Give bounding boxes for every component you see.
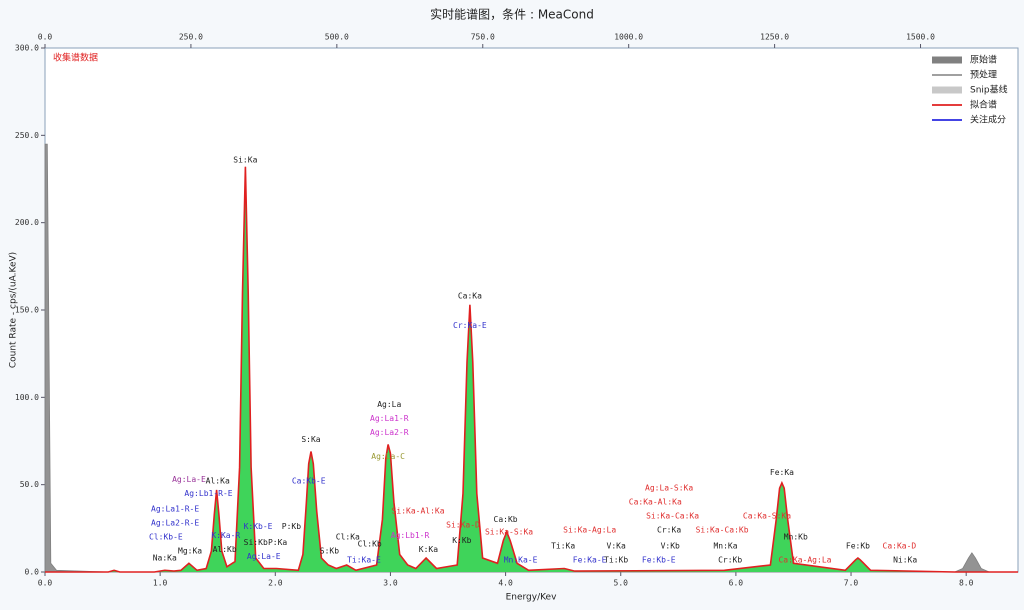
- peak-label: Ca:Ka-Ag:La: [778, 555, 831, 564]
- peak-label: K:Ka: [419, 545, 438, 554]
- peak-label: Al:Ka: [206, 477, 230, 486]
- peak-label: Si:Ka: [233, 155, 257, 164]
- y-tick-label: 200.0: [15, 218, 39, 227]
- peak-label: Ag:La: [377, 400, 401, 409]
- y-tick-label: 0.0: [25, 568, 40, 577]
- peak-label: Ag:La2-R: [370, 428, 409, 437]
- x2-tick-label: 1000.0: [614, 33, 643, 42]
- x-tick-label: 6.0: [729, 579, 744, 588]
- peak-label: Cl:Ka: [336, 533, 360, 542]
- legend-label: 关注成分: [970, 114, 1006, 126]
- peak-label: Si:Ka-Al:Ka: [392, 506, 445, 515]
- status-label: 收集谱数据: [53, 52, 98, 64]
- legend-swatch: [932, 86, 962, 94]
- legend-label: 拟合谱: [970, 99, 997, 111]
- peak-label: Ag:La1-R-E: [151, 505, 199, 514]
- peak-label: Ca:Kb-E: [292, 477, 326, 486]
- peak-label: Ag:La2-R-E: [151, 519, 199, 528]
- peak-label: Na:Ka: [153, 554, 177, 563]
- x2-tick-label: 750.0: [471, 33, 495, 42]
- legend-label: Snip基线: [970, 84, 1008, 96]
- peak-label: K:Kb-E: [244, 522, 273, 531]
- y-tick-label: 300.0: [15, 44, 39, 53]
- peak-label: Ti:Kb: [604, 555, 628, 564]
- peak-label: Ca:Kb: [494, 515, 518, 524]
- x2-tick-label: 500.0: [325, 33, 349, 42]
- peak-label: Ag:La-C: [371, 452, 405, 461]
- peak-label: Si:Ka-Ca:Ka: [646, 512, 699, 521]
- peak-label: Fe:Kb-E: [642, 555, 676, 564]
- x2-tick-label: 0.0: [38, 33, 53, 42]
- peak-label: S:Kb: [320, 547, 339, 556]
- peak-label: Si:Ka-D: [446, 520, 480, 529]
- x-tick-label: 7.0: [844, 579, 859, 588]
- peak-label: Ca:Ka-D: [883, 541, 917, 550]
- peak-label: Cl:Kb-E: [149, 533, 183, 542]
- peak-label: S:Ka: [301, 435, 320, 444]
- peak-label: Mg:Ka: [178, 547, 202, 556]
- peak-label: Cr:Kb: [718, 555, 742, 564]
- legend-label: 预处理: [970, 69, 997, 81]
- x-axis-label: Energy/Kev: [506, 593, 558, 603]
- peak-label: Ca:Ka: [458, 292, 482, 301]
- peak-label: Mn:Kb: [784, 533, 808, 542]
- legend-label: 原始谱: [970, 54, 997, 66]
- peak-label: Cl:Kb: [358, 540, 382, 549]
- peak-label: Si:Kb: [244, 538, 268, 547]
- x-tick-label: 3.0: [383, 579, 398, 588]
- x-tick-label: 4.0: [498, 579, 513, 588]
- peak-label: Ag:La1-R: [370, 414, 409, 423]
- peak-label: Si:Ka-Ag:La: [563, 526, 616, 535]
- peak-label: Ag:La-E: [247, 552, 281, 561]
- peak-label: Fe:Ka: [770, 468, 794, 477]
- y-axis-label: Count Rate - cps/(uA.KeV): [9, 252, 19, 368]
- x-tick-label: 8.0: [959, 579, 974, 588]
- peak-label: Fe:Kb: [846, 541, 870, 550]
- peak-label: P:Kb: [282, 522, 301, 531]
- x2-tick-label: 1500.0: [906, 33, 935, 42]
- peak-label: Ag:La-S:Ka: [645, 484, 693, 493]
- peak-label: Ca:Ka-Al:Ka: [629, 498, 682, 507]
- x-tick-label: 0.0: [38, 579, 53, 588]
- y-tick-label: 150.0: [15, 306, 39, 315]
- x2-tick-label: 1250.0: [760, 33, 789, 42]
- peak-label: Cr:Ka: [657, 526, 681, 535]
- x-tick-label: 2.0: [268, 579, 283, 588]
- peak-label: K:Ka-R: [211, 531, 240, 540]
- peak-label: Ag:Lb1-R: [391, 531, 430, 540]
- peak-label: Ca:Ka-S:Ka: [743, 512, 791, 521]
- x-tick-label: 5.0: [614, 579, 629, 588]
- y-tick-label: 250.0: [15, 131, 39, 140]
- peak-label: V:Kb: [661, 541, 680, 550]
- peak-label: Ni:Ka: [893, 555, 917, 564]
- peak-label: K:Kb: [452, 536, 471, 545]
- peak-label: Ti:Ka-E: [347, 555, 381, 564]
- plot-area: [44, 47, 1019, 573]
- peak-label: Ti:Ka: [551, 541, 575, 550]
- peak-label: Al:Kb: [213, 545, 237, 554]
- peak-label: Ag:La-E: [172, 475, 206, 484]
- peak-label: Si:Ka-Ca:Kb: [696, 526, 749, 535]
- chart-title: 实时能谱图，条件 : MeaCond: [430, 7, 594, 22]
- peak-label: Mn:Ka: [713, 541, 737, 550]
- peak-label: Ag:Lb1-R-E: [184, 489, 232, 498]
- peak-label: Mn:Ka-E: [504, 555, 538, 564]
- peak-label: P:Ka: [268, 538, 287, 547]
- legend-swatch: [932, 56, 962, 64]
- peak-label: Si:Ka-S:Ka: [485, 527, 533, 536]
- x2-tick-label: 250.0: [179, 33, 203, 42]
- peak-label: Cr:Ka-E: [453, 321, 487, 330]
- peak-label: V:Ka: [607, 541, 626, 550]
- y-tick-label: 100.0: [15, 393, 39, 402]
- peak-label: Fe:Ka-E: [573, 555, 607, 564]
- x-tick-label: 1.0: [153, 579, 168, 588]
- series-line: [45, 166, 1018, 573]
- y-tick-label: 50.0: [20, 480, 39, 489]
